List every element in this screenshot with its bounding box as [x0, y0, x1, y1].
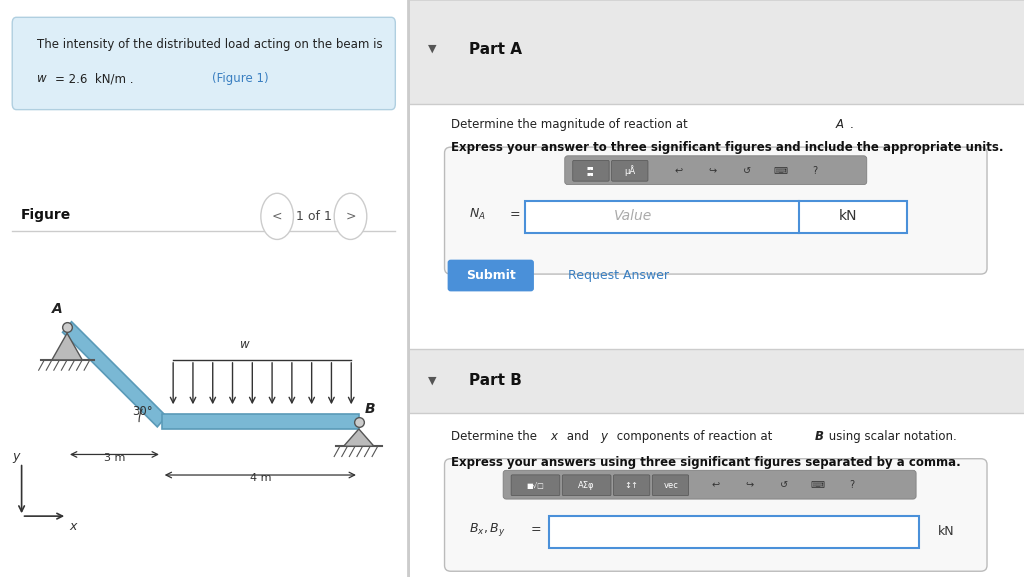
Text: w: w	[37, 72, 46, 85]
Text: x: x	[551, 430, 557, 443]
Text: 3 m: 3 m	[103, 452, 125, 463]
FancyBboxPatch shape	[511, 475, 560, 496]
Text: Part B: Part B	[469, 373, 522, 388]
Text: w: w	[241, 338, 250, 351]
Text: A: A	[836, 118, 844, 132]
Circle shape	[334, 193, 367, 239]
Text: ▼: ▼	[428, 376, 436, 386]
Text: Submit: Submit	[466, 269, 516, 282]
Text: A: A	[52, 302, 62, 316]
Text: ↩: ↩	[675, 166, 683, 176]
Text: B: B	[365, 402, 375, 417]
Text: ⌨: ⌨	[810, 480, 824, 490]
Text: Express your answers using three significant figures separated by a comma.: Express your answers using three signifi…	[451, 456, 961, 469]
Text: = 2.6  kN/m .: = 2.6 kN/m .	[55, 72, 137, 85]
Text: $N_A$: $N_A$	[469, 207, 486, 222]
Text: y: y	[600, 430, 607, 443]
Text: kN: kN	[839, 209, 857, 223]
Text: ↪: ↪	[709, 166, 717, 176]
Text: ↕↑: ↕↑	[625, 481, 638, 490]
Text: μÅ: μÅ	[625, 166, 636, 176]
Text: ΑΣφ: ΑΣφ	[579, 481, 595, 490]
FancyBboxPatch shape	[408, 104, 1024, 358]
FancyBboxPatch shape	[444, 147, 987, 274]
Text: (Figure 1): (Figure 1)	[212, 72, 268, 85]
Text: ?: ?	[812, 166, 817, 176]
Text: =: =	[509, 208, 520, 221]
Text: components of reaction at: components of reaction at	[612, 430, 776, 443]
Text: Figure: Figure	[20, 208, 71, 222]
FancyBboxPatch shape	[549, 516, 920, 548]
FancyBboxPatch shape	[12, 17, 395, 110]
FancyBboxPatch shape	[447, 260, 534, 291]
Text: ⌨: ⌨	[773, 166, 787, 176]
FancyBboxPatch shape	[408, 413, 1024, 577]
Circle shape	[261, 193, 294, 239]
Text: ↺: ↺	[779, 480, 787, 490]
FancyBboxPatch shape	[613, 475, 650, 496]
Text: ■√□: ■√□	[526, 482, 544, 489]
Text: using scalar notation.: using scalar notation.	[825, 430, 956, 443]
Polygon shape	[344, 429, 374, 446]
Text: ▪▪
▪▪: ▪▪ ▪▪	[587, 166, 594, 176]
FancyBboxPatch shape	[444, 459, 987, 571]
Text: and: and	[563, 430, 593, 443]
Text: 1 of 1: 1 of 1	[296, 210, 332, 223]
Text: vec: vec	[664, 481, 678, 490]
FancyBboxPatch shape	[611, 160, 648, 181]
FancyBboxPatch shape	[524, 201, 907, 233]
Text: B: B	[814, 430, 823, 443]
Text: ▼: ▼	[428, 44, 436, 54]
Polygon shape	[52, 333, 82, 360]
FancyBboxPatch shape	[652, 475, 689, 496]
Text: ?: ?	[849, 480, 854, 490]
Text: y: y	[12, 449, 19, 463]
Text: ↪: ↪	[745, 480, 754, 490]
Text: kN: kN	[938, 525, 954, 538]
FancyBboxPatch shape	[503, 470, 916, 499]
Text: Determine the: Determine the	[451, 430, 541, 443]
Text: ↩: ↩	[712, 480, 720, 490]
Text: .: .	[850, 118, 854, 132]
FancyBboxPatch shape	[408, 0, 1024, 104]
Text: $B_x, B_y$: $B_x, B_y$	[469, 520, 506, 538]
Polygon shape	[62, 322, 166, 427]
FancyBboxPatch shape	[565, 156, 866, 185]
Text: 30°: 30°	[132, 406, 154, 418]
Text: >: >	[345, 210, 355, 223]
FancyBboxPatch shape	[562, 475, 611, 496]
Text: ↺: ↺	[742, 166, 751, 176]
Text: Part A: Part A	[469, 42, 522, 57]
Polygon shape	[162, 414, 358, 429]
FancyBboxPatch shape	[408, 349, 1024, 413]
Text: x: x	[69, 520, 77, 533]
Text: Value: Value	[614, 209, 652, 223]
Text: 4 m: 4 m	[250, 473, 271, 483]
Text: The intensity of the distributed load acting on the beam is: The intensity of the distributed load ac…	[37, 38, 382, 51]
Text: Express your answer to three significant figures and include the appropriate uni: Express your answer to three significant…	[451, 141, 1004, 155]
Text: Request Answer: Request Answer	[568, 269, 669, 282]
FancyBboxPatch shape	[572, 160, 609, 181]
Text: Determine the magnitude of reaction at: Determine the magnitude of reaction at	[451, 118, 691, 132]
Text: <: <	[272, 210, 283, 223]
Text: =: =	[530, 523, 542, 535]
